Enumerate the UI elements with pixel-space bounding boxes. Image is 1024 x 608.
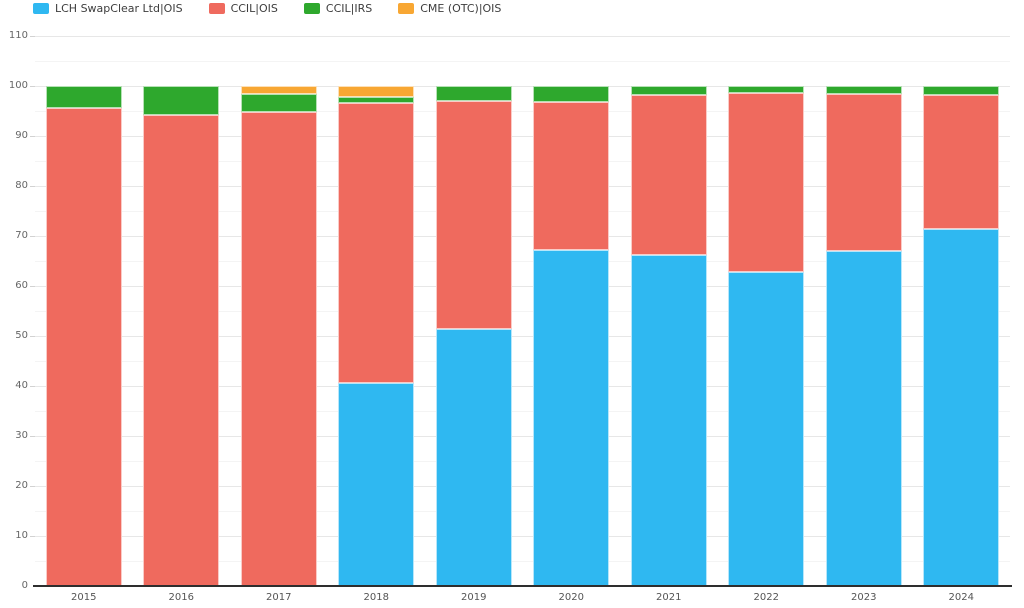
bar-segment-2018-ccil-ois[interactable] — [338, 103, 415, 383]
y-axis-label: 20 — [15, 480, 28, 491]
x-axis-label-2019: 2019 — [461, 592, 487, 603]
bar-2022 — [728, 36, 805, 586]
bar-segment-2022-lch-swapclear-ltd-ois[interactable] — [728, 272, 805, 586]
bar-segment-2021-lch-swapclear-ltd-ois[interactable] — [630, 255, 707, 586]
bar-segment-2024-ccil-irs[interactable] — [923, 86, 1000, 95]
x-axis-label-2015: 2015 — [71, 592, 97, 603]
x-axis-label-2016: 2016 — [168, 592, 194, 603]
legend-label: CCIL|OIS — [230, 2, 278, 15]
bar-segment-2018-cme-otc-ois[interactable] — [338, 86, 415, 97]
bar-2024 — [923, 36, 1000, 586]
x-axis-line — [33, 585, 1012, 587]
bar-segment-2023-ccil-irs[interactable] — [825, 86, 902, 94]
y-axis-label: 30 — [15, 430, 28, 441]
legend-item-lch-swapclear[interactable]: LCH SwapClear Ltd|OIS — [33, 2, 183, 15]
x-axis-label-2017: 2017 — [266, 592, 292, 603]
bar-2017 — [240, 36, 317, 586]
bar-segment-2016-ccil-ois[interactable] — [143, 115, 220, 586]
x-axis-label-2024: 2024 — [948, 592, 974, 603]
bar-2019 — [435, 36, 512, 586]
legend-swatch-blue-icon — [33, 3, 49, 14]
y-axis-label: 10 — [15, 530, 28, 541]
y-axis-label: 110 — [8, 30, 28, 41]
bar-2023 — [825, 36, 902, 586]
y-axis-label: 70 — [15, 230, 28, 241]
bar-segment-2019-lch-swapclear-ltd-ois[interactable] — [435, 328, 512, 586]
bar-segment-2024-ccil-ois[interactable] — [923, 94, 1000, 229]
y-axis-label: 0 — [21, 580, 28, 591]
y-axis-label: 60 — [15, 280, 28, 291]
legend-swatch-green-icon — [303, 3, 320, 14]
legend-label: LCH SwapClear Ltd|OIS — [55, 2, 183, 15]
bar-segment-2017-ccil-ois[interactable] — [240, 111, 317, 586]
bar-segment-2020-ccil-irs[interactable] — [533, 86, 610, 102]
legend-swatch-red-icon — [208, 3, 225, 14]
bar-segment-2024-lch-swapclear-ltd-ois[interactable] — [923, 228, 1000, 586]
legend-swatch-orange-icon — [398, 3, 415, 14]
bar-segment-2016-ccil-irs[interactable] — [143, 86, 220, 115]
bar-segment-2020-lch-swapclear-ltd-ois[interactable] — [533, 250, 610, 586]
bar-segment-2023-lch-swapclear-ltd-ois[interactable] — [825, 251, 902, 586]
bar-segment-2017-cme-otc-ois[interactable] — [240, 86, 317, 94]
legend-label: CME (OTC)|OIS — [420, 2, 502, 15]
plot-area — [30, 36, 1010, 586]
x-axis-label-2018: 2018 — [363, 592, 389, 603]
legend: LCH SwapClear Ltd|OIS CCIL|OIS CCIL|IRS … — [33, 2, 501, 15]
y-axis-tick — [30, 236, 35, 237]
bar-segment-2022-ccil-ois[interactable] — [728, 92, 805, 272]
legend-label: CCIL|IRS — [325, 2, 373, 15]
y-axis-tick — [30, 386, 35, 387]
y-axis-tick — [30, 286, 35, 287]
bar-segment-2021-ccil-ois[interactable] — [630, 95, 707, 255]
y-axis-tick — [30, 536, 35, 537]
y-axis-label: 40 — [15, 380, 28, 391]
bar-segment-2019-ccil-ois[interactable] — [435, 100, 512, 329]
bar-2018 — [338, 36, 415, 586]
y-axis-tick — [30, 36, 35, 37]
bar-segment-2023-ccil-ois[interactable] — [825, 94, 902, 251]
bar-2020 — [533, 36, 610, 586]
x-axis-label-2022: 2022 — [753, 592, 779, 603]
y-axis-tick — [30, 336, 35, 337]
bar-segment-2015-ccil-irs[interactable] — [45, 86, 122, 108]
bar-segment-2021-ccil-irs[interactable] — [630, 86, 707, 95]
bar-segment-2020-ccil-ois[interactable] — [533, 101, 610, 250]
legend-item-cme-otc[interactable]: CME (OTC)|OIS — [398, 2, 501, 15]
y-axis-label: 100 — [8, 80, 28, 91]
y-axis-tick — [30, 186, 35, 187]
bar-segment-2018-ccil-irs[interactable] — [338, 96, 415, 103]
x-axis-label-2021: 2021 — [656, 592, 682, 603]
y-axis-label: 80 — [15, 180, 28, 191]
y-axis-tick — [30, 136, 35, 137]
y-axis-label: 50 — [15, 330, 28, 341]
bar-segment-2017-ccil-irs[interactable] — [240, 94, 317, 112]
y-axis-tick — [30, 486, 35, 487]
bar-segment-2022-ccil-irs[interactable] — [728, 86, 805, 93]
bar-2016 — [143, 36, 220, 586]
legend-item-ccil-ois[interactable]: CCIL|OIS — [208, 2, 278, 15]
bar-segment-2019-ccil-irs[interactable] — [435, 86, 512, 101]
x-axis-label-2020: 2020 — [558, 592, 584, 603]
bar-2015 — [45, 36, 122, 586]
legend-item-ccil-irs[interactable]: CCIL|IRS — [303, 2, 373, 15]
bar-segment-2015-ccil-ois[interactable] — [45, 108, 122, 586]
y-axis-tick — [30, 436, 35, 437]
y-axis-label: 90 — [15, 130, 28, 141]
y-axis-tick — [30, 86, 35, 87]
x-axis-label-2023: 2023 — [851, 592, 877, 603]
bar-2021 — [630, 36, 707, 586]
bar-segment-2018-lch-swapclear-ltd-ois[interactable] — [338, 382, 415, 586]
